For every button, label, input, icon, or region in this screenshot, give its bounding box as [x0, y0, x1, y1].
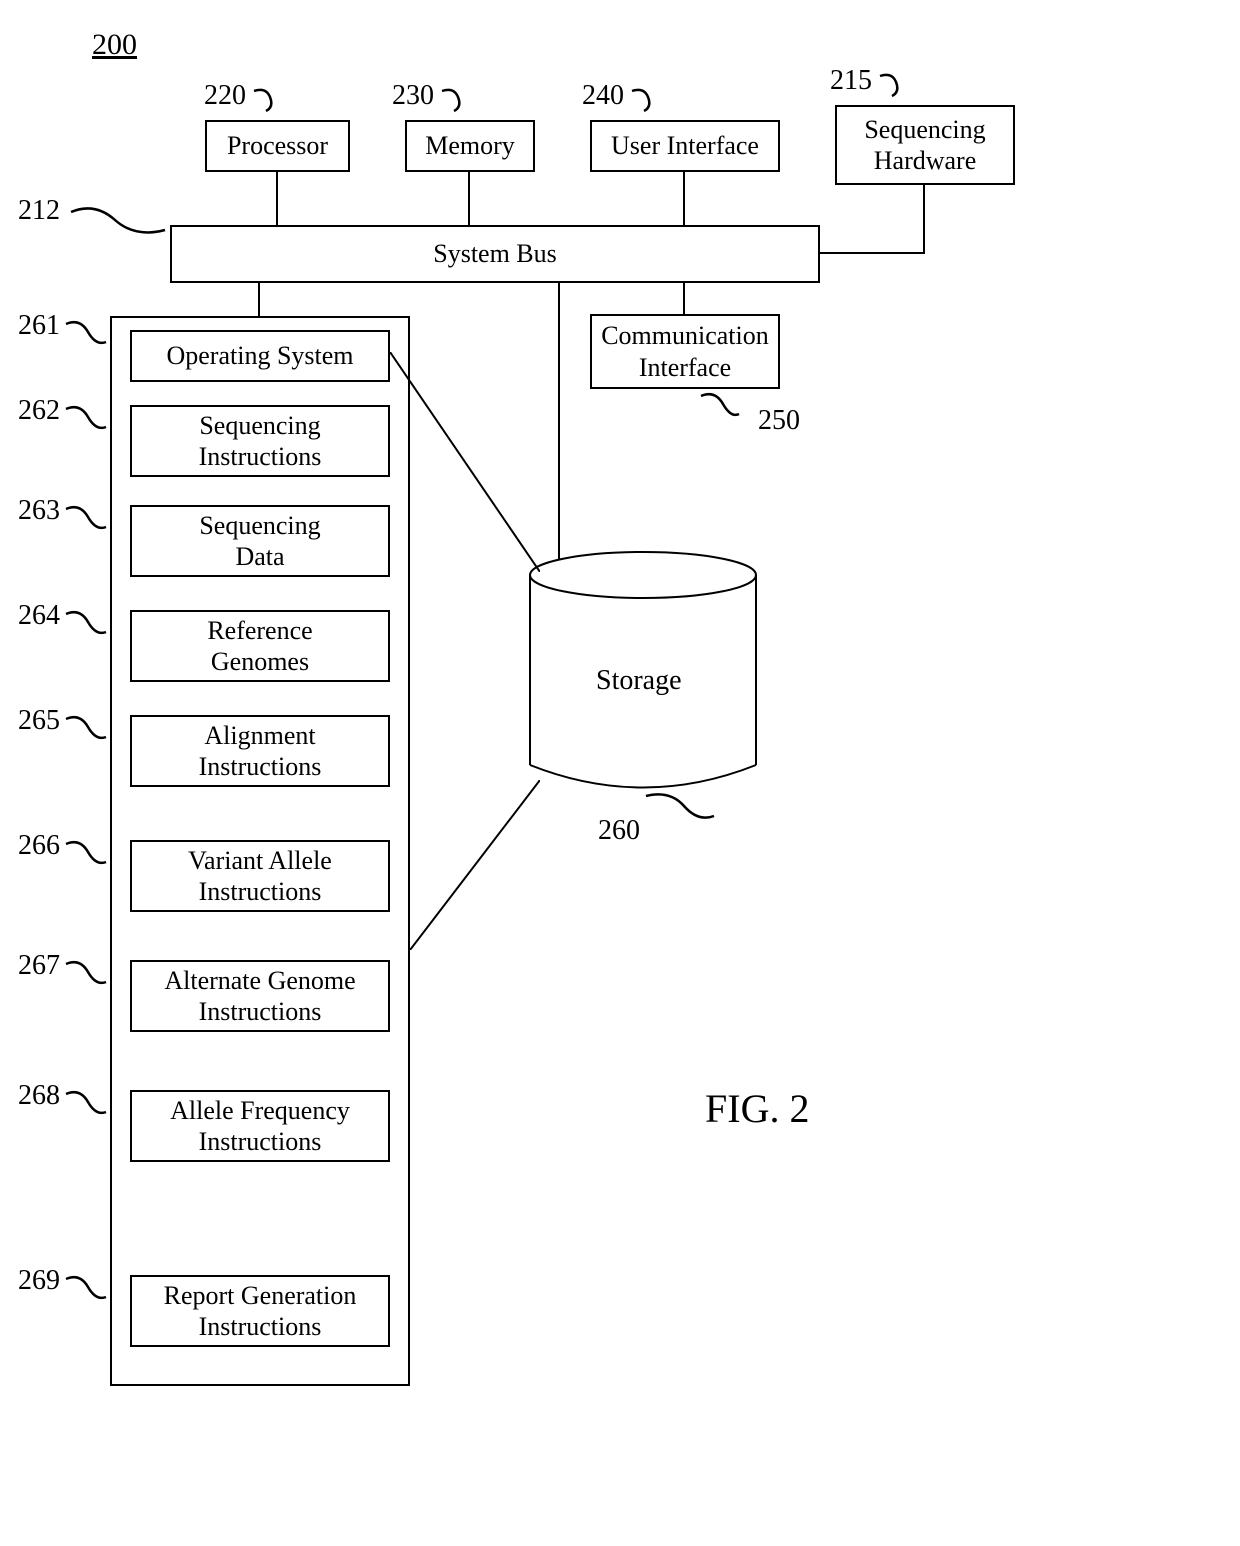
operating-system-box: Operating System [130, 330, 390, 382]
reference-genomes-text: Reference Genomes [207, 615, 312, 677]
sequencing-hardware-box: Sequencing Hardware [835, 105, 1015, 185]
squiggle-267 [60, 958, 110, 996]
squiggle-265 [60, 713, 110, 751]
squiggle-261 [60, 318, 110, 356]
squiggle-262 [60, 403, 110, 441]
sequencing-data-text: Sequencing Data [199, 510, 320, 572]
ref-264: 264 [18, 600, 60, 632]
alignment-instructions-box: Alignment Instructions [130, 715, 390, 787]
squiggle-215 [874, 70, 914, 105]
squiggle-264 [60, 608, 110, 646]
user-interface-text: User Interface [611, 130, 759, 161]
line-ui-bus [683, 172, 685, 225]
ref-267: 267 [18, 950, 60, 982]
ref-269: 269 [18, 1265, 60, 1297]
ref-220: 220 [204, 80, 246, 112]
memory-text: Memory [425, 130, 515, 161]
diag-bottom [410, 780, 540, 950]
alignment-instructions-text: Alignment Instructions [199, 720, 322, 782]
ref-265: 265 [18, 705, 60, 737]
ref-230: 230 [392, 80, 434, 112]
ref-262: 262 [18, 395, 60, 427]
communication-interface-text: Communication Interface [601, 320, 769, 382]
ref-260: 260 [598, 815, 640, 847]
storage-text: Storage [596, 665, 682, 697]
squiggle-250 [695, 390, 745, 430]
squiggle-268 [60, 1088, 110, 1126]
squiggle-269 [60, 1273, 110, 1311]
report-generation-text: Report Generation Instructions [164, 1280, 357, 1342]
squiggle-230 [436, 85, 476, 120]
system-bus-text: System Bus [433, 238, 557, 269]
line-seqhw-v [923, 185, 925, 254]
processor-box: Processor [205, 120, 350, 172]
processor-text: Processor [227, 130, 328, 161]
report-generation-box: Report Generation Instructions [130, 1275, 390, 1347]
main-ref-label: 200 [92, 28, 137, 62]
alternate-genome-box: Alternate Genome Instructions [130, 960, 390, 1032]
sequencing-hardware-text: Sequencing Hardware [864, 114, 985, 176]
squiggle-220 [248, 85, 288, 120]
line-col-bus [258, 283, 260, 316]
operating-system-text: Operating System [166, 340, 353, 371]
squiggle-266 [60, 838, 110, 876]
sequencing-instructions-box: Sequencing Instructions [130, 405, 390, 477]
ref-215: 215 [830, 65, 872, 97]
memory-box: Memory [405, 120, 535, 172]
line-bus-storage [558, 283, 560, 563]
sequencing-instructions-text: Sequencing Instructions [199, 410, 322, 472]
line-processor-bus [276, 172, 278, 225]
ref-250: 250 [758, 405, 800, 437]
sequencing-data-box: Sequencing Data [130, 505, 390, 577]
ref-240: 240 [582, 80, 624, 112]
squiggle-260 [640, 790, 720, 830]
communication-interface-box: Communication Interface [590, 314, 780, 389]
alternate-genome-text: Alternate Genome Instructions [164, 965, 355, 1027]
squiggle-263 [60, 503, 110, 541]
reference-genomes-box: Reference Genomes [130, 610, 390, 682]
line-bus-comm [683, 283, 685, 314]
allele-frequency-box: Allele Frequency Instructions [130, 1090, 390, 1162]
line-memory-bus [468, 172, 470, 225]
line-seqhw-h [820, 252, 925, 254]
allele-frequency-text: Allele Frequency Instructions [170, 1095, 350, 1157]
variant-allele-box: Variant Allele Instructions [130, 840, 390, 912]
ref-266: 266 [18, 830, 60, 862]
ref-212: 212 [18, 195, 60, 227]
figure-title: FIG. 2 [705, 1085, 809, 1132]
ref-261: 261 [18, 310, 60, 342]
squiggle-240 [626, 85, 666, 120]
ref-263: 263 [18, 495, 60, 527]
variant-allele-text: Variant Allele Instructions [188, 845, 332, 907]
diag-top [390, 352, 540, 572]
user-interface-box: User Interface [590, 120, 780, 172]
squiggle-212 [65, 200, 175, 250]
ref-268: 268 [18, 1080, 60, 1112]
system-bus-box: System Bus [170, 225, 820, 283]
